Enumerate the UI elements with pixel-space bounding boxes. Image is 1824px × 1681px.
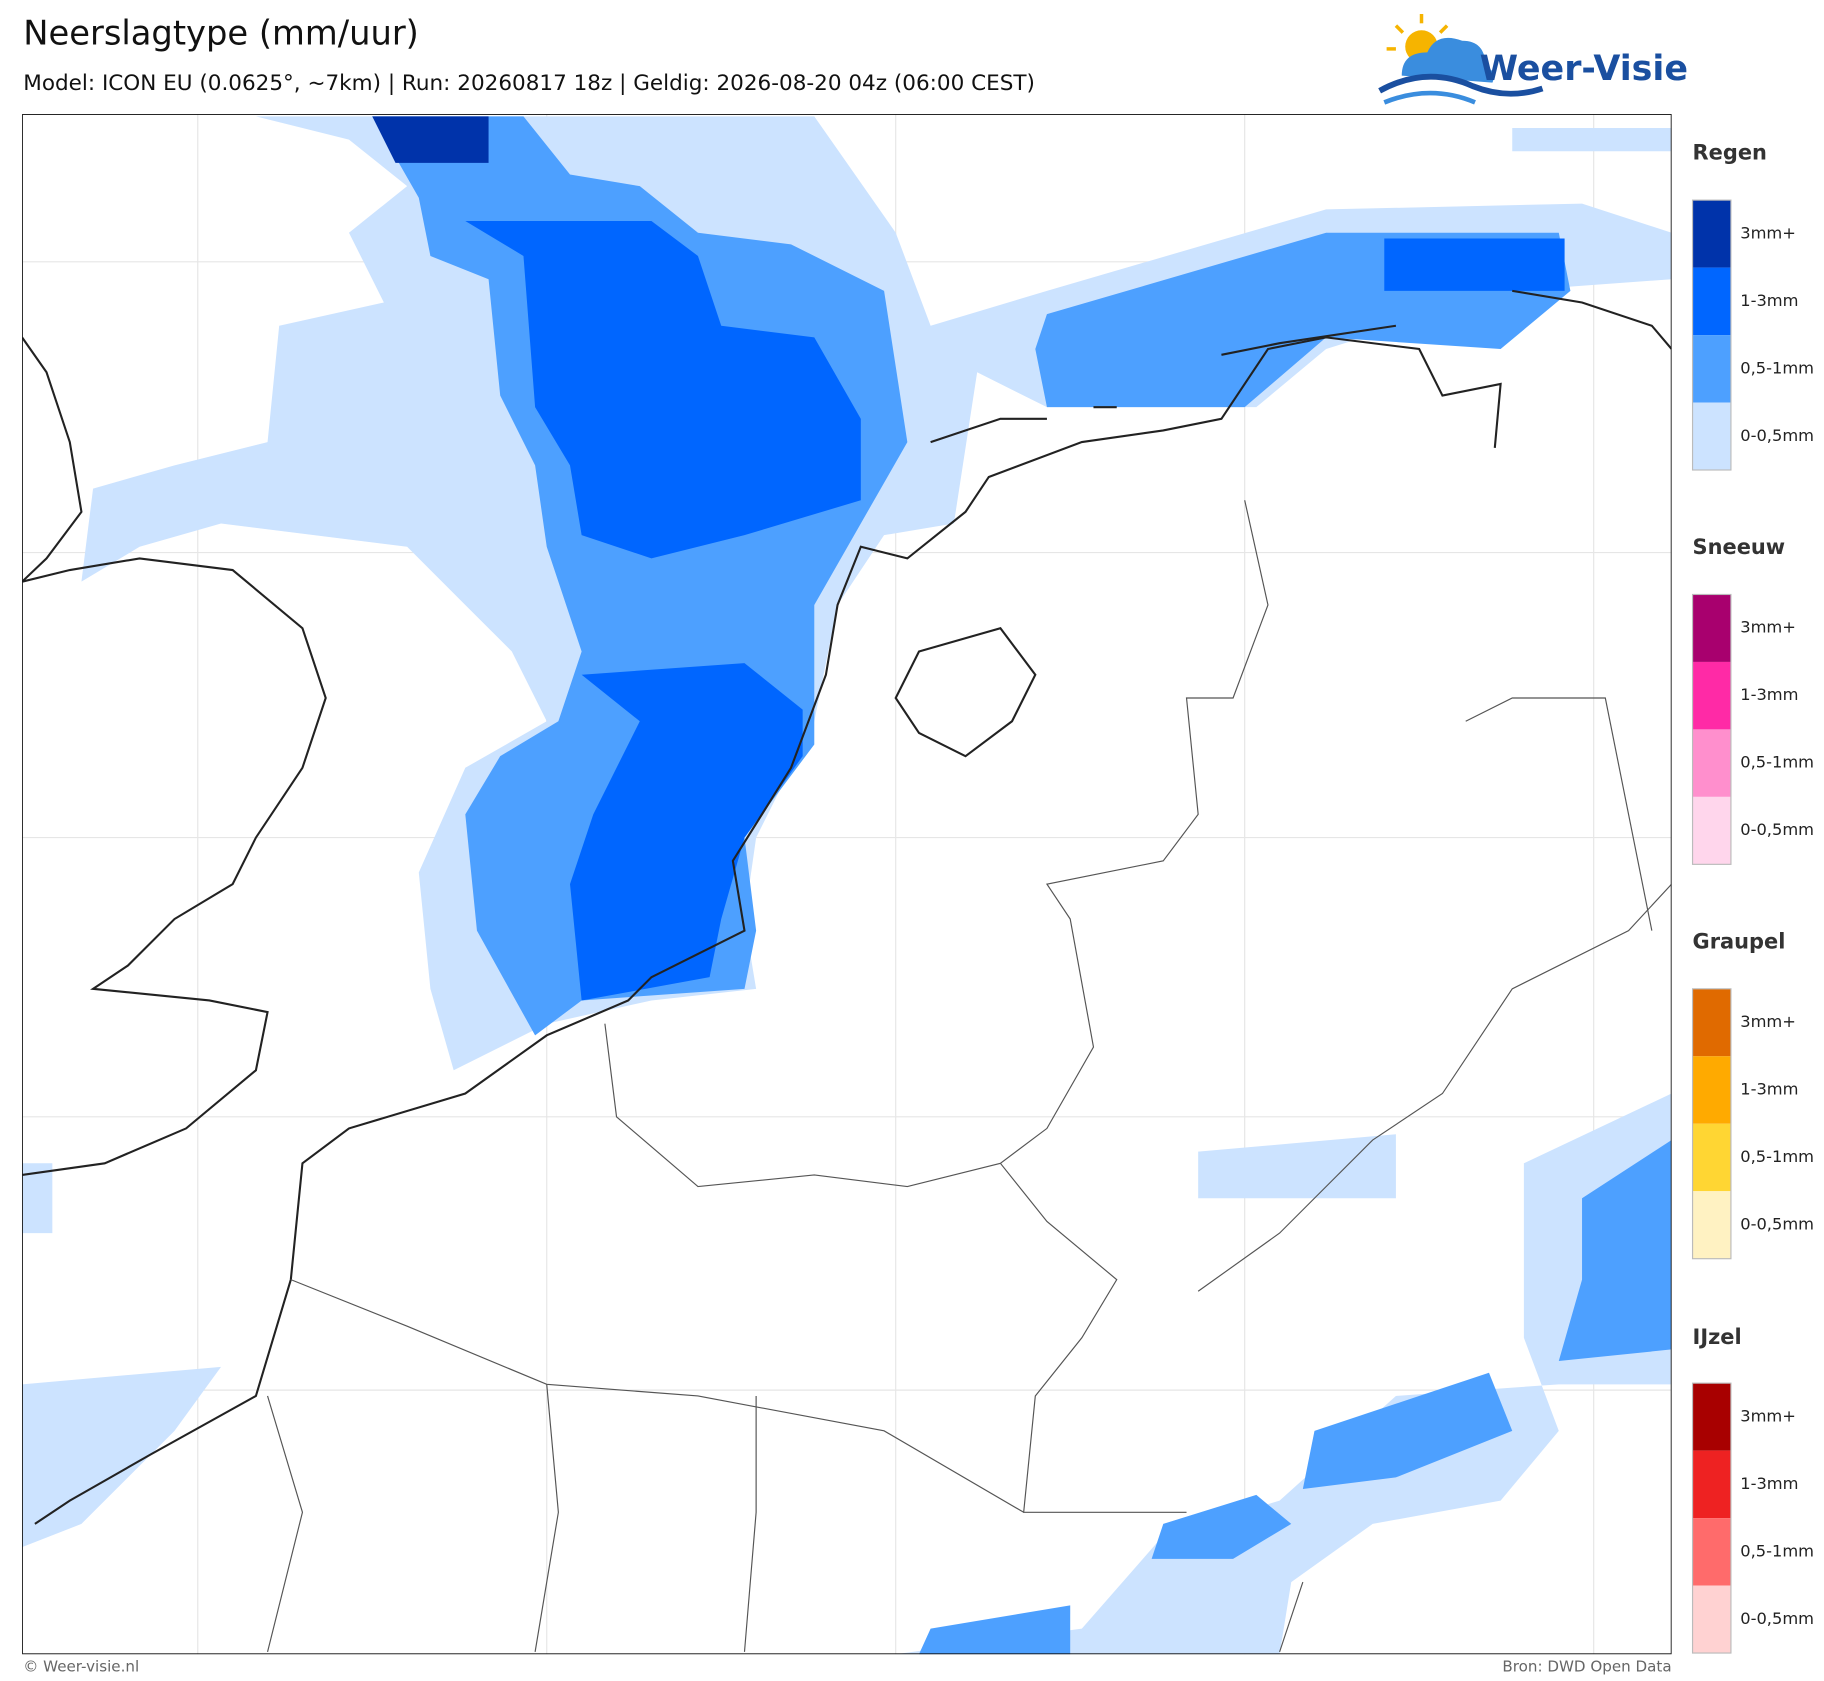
legend-title: IJzel <box>1693 1325 1742 1349</box>
legend-frame <box>1691 199 1732 471</box>
logo-text: Weer-Visie <box>1480 49 1688 89</box>
title: Neerslagtype (mm/uur) <box>23 13 419 52</box>
legend-swatch <box>1692 594 1731 662</box>
legend-title: Sneeuw <box>1693 535 1786 559</box>
legend-label: 3mm+ <box>1740 1406 1796 1425</box>
legend-label: 1-3mm <box>1740 685 1798 704</box>
legend-swatch <box>1692 1518 1731 1586</box>
legend-label: 3mm+ <box>1740 223 1796 242</box>
legend-label: 0,5-1mm <box>1740 753 1814 772</box>
logo: Weer-Visie <box>1378 13 1688 105</box>
legend-frame <box>1691 988 1732 1260</box>
legend-swatch <box>1692 1123 1731 1192</box>
legend-swatch <box>1692 661 1731 730</box>
footer-source: Bron: DWD Open Data <box>1502 1658 1671 1676</box>
legend-swatch <box>1692 1383 1731 1451</box>
legend-label: 0,5-1mm <box>1740 358 1814 377</box>
legend: Regen 3mm+ 1-3mm 0,5-1mm 0-0,5mm Sneeuw 3mm+ 1-… <box>1691 141 1814 1654</box>
legend-swatch <box>1692 1191 1731 1259</box>
legend-swatch <box>1692 729 1731 797</box>
legend-swatch <box>1692 988 1731 1057</box>
legend-label: 1-3mm <box>1740 1474 1798 1493</box>
legend-label: 0-0,5mm <box>1740 820 1814 839</box>
legend-label: 0,5-1mm <box>1740 1541 1814 1560</box>
legend-frame <box>1691 1382 1732 1654</box>
legend-label: 3mm+ <box>1740 1012 1796 1031</box>
legend-label: 0,5-1mm <box>1740 1147 1814 1166</box>
legend-label: 1-3mm <box>1740 291 1798 310</box>
legend-swatch <box>1692 796 1731 865</box>
legend-swatch <box>1692 1056 1731 1124</box>
legend-label: 0-0,5mm <box>1740 1609 1814 1628</box>
legend-swatch <box>1692 402 1731 470</box>
subtitle: Model: ICON EU (0.0625°, ~7km) | Run: 20… <box>23 71 1035 96</box>
legend-swatch <box>1692 1450 1731 1519</box>
legend-label: 3mm+ <box>1740 618 1796 637</box>
legend-label: 1-3mm <box>1740 1080 1798 1099</box>
footer-credit: © Weer-visie.nl <box>23 1658 139 1676</box>
legend-frame <box>1691 593 1732 865</box>
legend-title: Regen <box>1693 141 1767 165</box>
legend-swatch <box>1692 335 1731 403</box>
map <box>22 114 1672 1655</box>
legend-label: 0-0,5mm <box>1740 1214 1814 1233</box>
legend-label: 0-0,5mm <box>1740 426 1814 445</box>
legend-swatch <box>1692 200 1731 268</box>
legend-swatch <box>1692 1585 1731 1654</box>
legend-title: Graupel <box>1693 929 1786 953</box>
legend-swatch <box>1692 267 1731 336</box>
